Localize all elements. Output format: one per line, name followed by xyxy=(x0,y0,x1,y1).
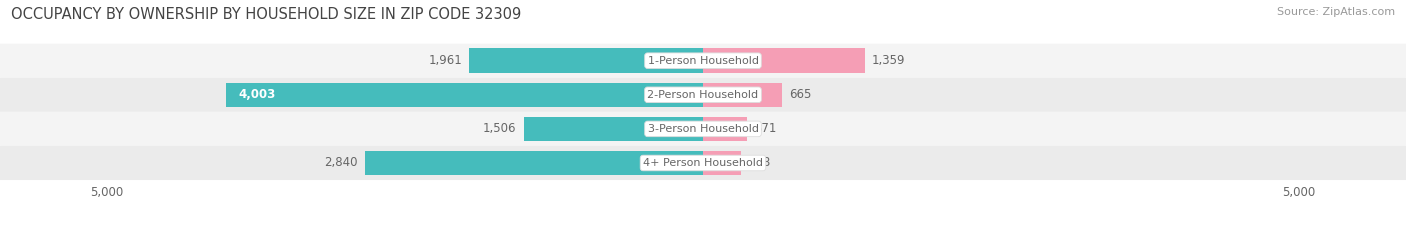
Bar xyxy=(523,116,703,141)
Text: 4+ Person Household: 4+ Person Household xyxy=(643,158,763,168)
Bar xyxy=(703,48,865,73)
Text: 371: 371 xyxy=(755,122,776,135)
Text: 4,003: 4,003 xyxy=(238,88,276,101)
FancyBboxPatch shape xyxy=(0,112,1406,146)
Bar xyxy=(226,82,703,107)
Bar xyxy=(703,82,782,107)
Text: 2,840: 2,840 xyxy=(323,157,357,169)
Text: OCCUPANCY BY OWNERSHIP BY HOUSEHOLD SIZE IN ZIP CODE 32309: OCCUPANCY BY OWNERSHIP BY HOUSEHOLD SIZE… xyxy=(11,7,522,22)
Text: 2-Person Household: 2-Person Household xyxy=(647,90,759,100)
Text: 1,961: 1,961 xyxy=(429,54,463,67)
Text: 1,506: 1,506 xyxy=(482,122,516,135)
FancyBboxPatch shape xyxy=(0,44,1406,78)
Bar xyxy=(470,48,703,73)
Text: 665: 665 xyxy=(789,88,811,101)
Text: 1,359: 1,359 xyxy=(872,54,905,67)
Bar xyxy=(703,151,741,175)
Bar xyxy=(364,151,703,175)
FancyBboxPatch shape xyxy=(0,78,1406,112)
Text: 3-Person Household: 3-Person Household xyxy=(648,124,758,134)
FancyBboxPatch shape xyxy=(0,146,1406,180)
Text: Source: ZipAtlas.com: Source: ZipAtlas.com xyxy=(1277,7,1395,17)
Text: 318: 318 xyxy=(748,157,770,169)
Bar xyxy=(703,116,747,141)
Text: 1-Person Household: 1-Person Household xyxy=(648,56,758,66)
